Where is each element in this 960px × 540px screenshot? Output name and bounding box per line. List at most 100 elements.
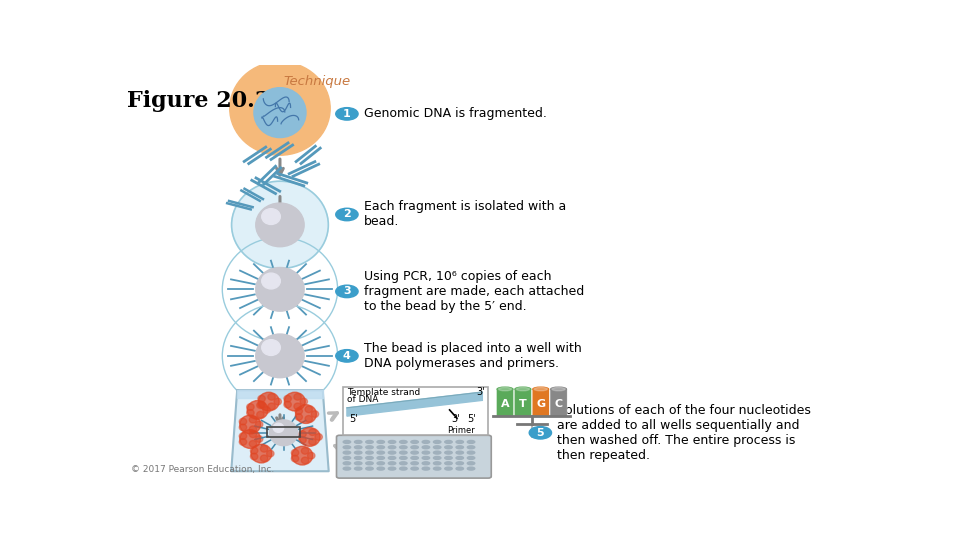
Text: T: T <box>519 399 527 409</box>
Ellipse shape <box>284 392 305 411</box>
Ellipse shape <box>309 438 316 445</box>
Ellipse shape <box>434 441 441 443</box>
Text: of DNA: of DNA <box>347 395 378 403</box>
Text: 5: 5 <box>537 428 544 438</box>
Ellipse shape <box>240 430 260 448</box>
Ellipse shape <box>366 451 373 454</box>
Ellipse shape <box>274 423 284 433</box>
Text: Figure 20.3a: Figure 20.3a <box>128 90 285 112</box>
Ellipse shape <box>552 388 565 391</box>
Ellipse shape <box>444 456 452 460</box>
FancyBboxPatch shape <box>344 387 489 435</box>
Ellipse shape <box>251 444 272 463</box>
Ellipse shape <box>377 467 385 470</box>
Ellipse shape <box>239 438 247 445</box>
Ellipse shape <box>258 401 265 408</box>
Ellipse shape <box>307 453 315 459</box>
Ellipse shape <box>295 408 302 415</box>
Ellipse shape <box>456 462 464 465</box>
Text: C: C <box>555 399 563 409</box>
Ellipse shape <box>301 448 309 454</box>
Ellipse shape <box>411 441 419 443</box>
Circle shape <box>336 285 358 298</box>
Ellipse shape <box>229 62 330 155</box>
Ellipse shape <box>354 441 362 443</box>
Ellipse shape <box>301 457 309 464</box>
Ellipse shape <box>262 340 280 355</box>
Ellipse shape <box>239 433 247 440</box>
Ellipse shape <box>311 411 319 417</box>
Ellipse shape <box>255 203 304 247</box>
Ellipse shape <box>250 426 256 433</box>
Ellipse shape <box>354 462 362 465</box>
Text: Each fragment is isolated with a
bead.: Each fragment is isolated with a bead. <box>364 200 566 228</box>
Ellipse shape <box>389 446 396 449</box>
Ellipse shape <box>377 441 385 443</box>
Ellipse shape <box>343 456 350 460</box>
FancyBboxPatch shape <box>550 389 567 416</box>
Text: © 2017 Pearson Education, Inc.: © 2017 Pearson Education, Inc. <box>132 465 275 474</box>
Ellipse shape <box>389 451 396 454</box>
FancyBboxPatch shape <box>337 435 492 478</box>
Ellipse shape <box>389 456 396 460</box>
Ellipse shape <box>516 388 530 391</box>
Ellipse shape <box>468 451 475 454</box>
Ellipse shape <box>411 451 419 454</box>
Ellipse shape <box>444 462 452 465</box>
Ellipse shape <box>468 456 475 460</box>
Ellipse shape <box>422 451 430 454</box>
Ellipse shape <box>268 394 276 400</box>
Ellipse shape <box>262 208 280 225</box>
Ellipse shape <box>434 467 441 470</box>
Ellipse shape <box>377 446 385 449</box>
Ellipse shape <box>366 462 373 465</box>
Ellipse shape <box>255 421 263 428</box>
Ellipse shape <box>389 441 396 443</box>
Ellipse shape <box>411 446 419 449</box>
Ellipse shape <box>434 451 441 454</box>
Ellipse shape <box>411 456 419 460</box>
Ellipse shape <box>533 387 548 391</box>
Polygon shape <box>231 390 328 471</box>
Ellipse shape <box>296 404 317 423</box>
Ellipse shape <box>343 441 350 443</box>
Ellipse shape <box>256 402 264 408</box>
FancyBboxPatch shape <box>515 389 532 416</box>
Ellipse shape <box>411 462 419 465</box>
Ellipse shape <box>456 441 464 443</box>
Ellipse shape <box>497 387 513 391</box>
Ellipse shape <box>267 450 274 457</box>
Ellipse shape <box>260 446 268 452</box>
Ellipse shape <box>255 267 304 311</box>
Ellipse shape <box>299 436 306 443</box>
Ellipse shape <box>299 431 306 437</box>
Ellipse shape <box>434 462 441 465</box>
Ellipse shape <box>399 446 407 449</box>
Ellipse shape <box>422 467 430 470</box>
Ellipse shape <box>468 441 475 443</box>
Ellipse shape <box>247 404 254 410</box>
Ellipse shape <box>468 446 475 449</box>
Ellipse shape <box>422 441 430 443</box>
Ellipse shape <box>422 446 430 449</box>
Ellipse shape <box>343 451 350 454</box>
Text: 3': 3' <box>476 387 485 397</box>
Ellipse shape <box>254 87 306 138</box>
Ellipse shape <box>366 467 373 470</box>
Ellipse shape <box>250 416 256 423</box>
Ellipse shape <box>309 429 316 436</box>
Ellipse shape <box>389 467 396 470</box>
Ellipse shape <box>399 467 407 470</box>
Text: 5': 5' <box>349 414 358 424</box>
Ellipse shape <box>399 462 407 465</box>
Ellipse shape <box>255 334 304 377</box>
Ellipse shape <box>444 446 452 449</box>
Text: A: A <box>501 399 510 409</box>
Ellipse shape <box>274 399 281 405</box>
Ellipse shape <box>291 455 299 462</box>
Ellipse shape <box>551 387 566 391</box>
Ellipse shape <box>305 415 312 422</box>
Ellipse shape <box>284 395 291 402</box>
Ellipse shape <box>366 446 373 449</box>
Ellipse shape <box>456 451 464 454</box>
